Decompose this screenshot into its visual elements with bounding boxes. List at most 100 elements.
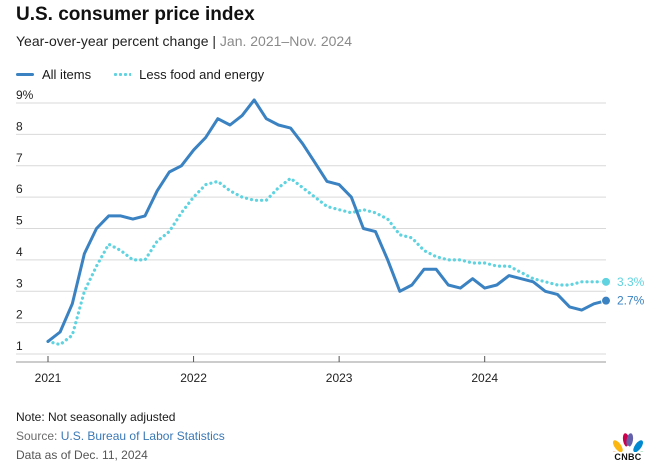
legend-swatch-dotted [113, 73, 132, 76]
data-point-all-items [107, 214, 111, 218]
data-point-all-items [289, 126, 293, 130]
x-tick-label: 2022 [180, 371, 207, 385]
data-point-core [361, 208, 365, 212]
end-label-core: 3.3% [617, 275, 645, 289]
data-point-all-items [155, 189, 159, 193]
logo-text: CNBC [614, 452, 642, 462]
data-point-core [167, 230, 171, 234]
data-point-core [555, 283, 559, 287]
x-tick-label: 2021 [35, 371, 62, 385]
data-point-all-items [252, 98, 256, 102]
legend-label-core: Less food and energy [139, 67, 265, 82]
y-tick-label: 9% [16, 88, 34, 102]
footer-data-date: Data as of Dec. 11, 2024 [16, 448, 148, 462]
data-point-core [70, 333, 74, 337]
data-point-all-items [580, 308, 584, 312]
data-point-core [289, 176, 293, 180]
data-point-core [337, 208, 341, 212]
y-tick-label: 6 [16, 182, 23, 196]
data-point-all-items [70, 302, 74, 306]
data-point-all-items [337, 183, 341, 187]
data-point-core [131, 258, 135, 262]
data-point-all-items [264, 117, 268, 121]
data-point-all-items [458, 286, 462, 290]
data-point-core [58, 343, 62, 347]
footer-note: Note: Not seasonally adjusted [16, 410, 176, 424]
data-point-all-items [361, 227, 365, 231]
data-point-all-items [192, 148, 196, 152]
data-point-core [495, 264, 499, 268]
chart-legend: All items Less food and energy [16, 67, 286, 82]
data-point-core [458, 258, 462, 262]
data-point-core [204, 183, 208, 187]
cnbc-logo: CNBC [610, 430, 646, 464]
data-point-core [410, 236, 414, 240]
series-line-all-items [46, 98, 608, 343]
data-point-core [276, 186, 280, 190]
y-tick-label: 2 [16, 308, 23, 322]
legend-swatch-solid [16, 73, 34, 76]
data-point-core [143, 258, 147, 262]
data-point-core [592, 280, 596, 284]
y-tick-label: 5 [16, 214, 23, 228]
data-point-core [179, 211, 183, 215]
data-point-all-items [179, 164, 183, 168]
data-point-all-items [592, 302, 596, 306]
data-point-core [82, 289, 86, 293]
data-point-all-items [240, 114, 244, 118]
source-link[interactable]: U.S. Bureau of Labor Statistics [60, 429, 225, 443]
data-point-all-items [119, 214, 123, 218]
data-point-core [228, 189, 232, 193]
y-tick-label: 8 [16, 119, 23, 133]
data-point-all-items [398, 289, 402, 293]
subtitle-separator: | [212, 33, 217, 49]
data-point-all-items [543, 289, 547, 293]
data-point-all-items [434, 267, 438, 271]
data-point-core [301, 186, 305, 190]
data-point-all-items [58, 330, 62, 334]
subtitle-date-range: Jan. 2021–Nov. 2024 [219, 33, 352, 49]
chart-subtitle: Year-over-year percent change | Jan. 202… [16, 33, 352, 49]
data-point-all-items [555, 292, 559, 296]
data-point-core [483, 261, 487, 265]
legend-item-core: Less food and energy [113, 67, 264, 82]
data-point-core [95, 264, 99, 268]
data-point-all-items [568, 305, 572, 309]
data-point-core [519, 270, 523, 274]
data-point-core [349, 211, 353, 215]
x-tick-label: 2023 [326, 371, 353, 385]
data-point-core [580, 280, 584, 284]
data-point-all-items [95, 227, 99, 231]
data-point-core [446, 258, 450, 262]
data-point-all-items [374, 230, 378, 234]
end-marker-all-items [601, 295, 611, 306]
data-point-all-items [483, 286, 487, 290]
data-point-core [568, 283, 572, 287]
data-point-all-items [446, 283, 450, 287]
end-marker-core [601, 276, 611, 287]
data-point-core [313, 195, 317, 199]
y-tick-label: 7 [16, 151, 23, 165]
data-point-all-items [204, 136, 208, 140]
data-point-all-items [531, 280, 535, 284]
data-point-all-items [276, 123, 280, 127]
y-tick-label: 1 [16, 339, 23, 353]
end-label-all-items: 2.7% [617, 294, 645, 308]
data-point-core [325, 205, 329, 209]
data-point-core [471, 261, 475, 265]
data-point-core [507, 264, 511, 268]
data-point-all-items [46, 339, 50, 343]
data-point-core [155, 239, 159, 243]
data-point-all-items [313, 161, 317, 165]
data-point-all-items [495, 283, 499, 287]
source-prefix: Source: [16, 429, 61, 443]
data-point-core [216, 179, 220, 183]
legend-item-all-items: All items [16, 67, 91, 82]
data-point-all-items [410, 283, 414, 287]
data-point-all-items [167, 170, 171, 174]
data-point-all-items [386, 258, 390, 262]
footer-source: Source: U.S. Bureau of Labor Statistics [16, 429, 225, 443]
data-point-all-items [519, 277, 523, 281]
chart-title: U.S. consumer price index [16, 4, 255, 25]
